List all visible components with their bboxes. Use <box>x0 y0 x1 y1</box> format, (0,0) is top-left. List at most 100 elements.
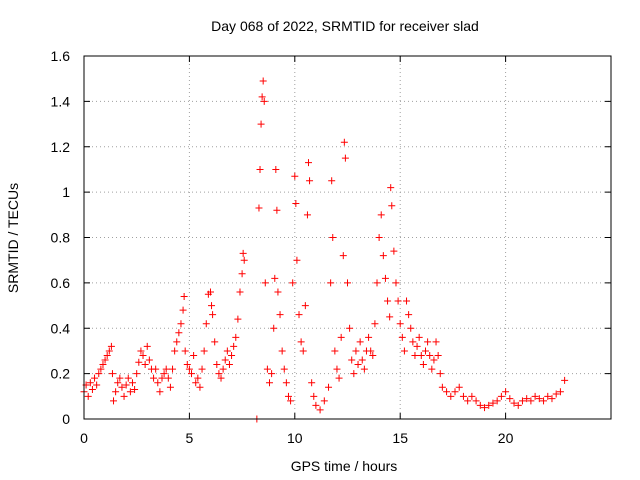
data-point <box>552 390 560 398</box>
data-point <box>411 351 419 359</box>
data-point <box>375 234 383 241</box>
data-point <box>219 365 227 373</box>
data-point <box>340 138 348 146</box>
data-point <box>295 311 303 319</box>
data-point <box>421 347 429 355</box>
data-point <box>95 370 103 378</box>
data-point <box>556 388 564 396</box>
data-point <box>388 202 396 210</box>
data-point <box>308 379 316 387</box>
data-point <box>350 370 358 378</box>
data-point <box>287 397 295 405</box>
x-axis-label: GPS time / hours <box>291 458 398 474</box>
data-point <box>88 386 96 394</box>
data-point <box>485 401 493 409</box>
data-point <box>325 383 333 391</box>
data-point <box>518 397 526 405</box>
data-point <box>266 379 274 387</box>
data-point <box>194 374 202 382</box>
data-point <box>312 401 320 409</box>
data-point <box>356 338 364 346</box>
data-point <box>135 358 143 366</box>
data-point <box>394 297 402 305</box>
data-point <box>447 392 455 400</box>
data-point <box>84 392 92 400</box>
data-point <box>162 365 170 373</box>
data-points <box>80 77 569 423</box>
data-point <box>221 356 229 364</box>
data-point <box>331 347 339 355</box>
data-point <box>116 374 124 382</box>
data-point <box>455 383 463 391</box>
data-point <box>354 361 362 369</box>
data-point <box>128 379 136 387</box>
data-point <box>120 392 128 400</box>
grid-lines <box>84 56 611 419</box>
data-point <box>377 211 385 219</box>
y-tick-label: 1.6 <box>51 48 71 64</box>
data-point <box>261 279 269 287</box>
data-point <box>114 379 122 387</box>
data-point <box>305 159 313 167</box>
y-tick-label: 1.2 <box>51 139 71 155</box>
data-point <box>464 397 472 405</box>
y-tick-label: 0.4 <box>51 320 71 336</box>
x-tick-label: 15 <box>392 430 408 446</box>
data-point <box>139 351 147 359</box>
data-point <box>238 270 246 278</box>
data-point <box>173 338 181 346</box>
data-point <box>561 376 569 384</box>
data-point <box>240 256 248 264</box>
data-point <box>434 351 442 359</box>
data-point <box>527 397 535 405</box>
data-point <box>223 347 231 355</box>
data-point <box>154 379 162 387</box>
data-point <box>258 93 266 101</box>
data-point <box>276 311 284 319</box>
data-point <box>540 397 548 405</box>
data-point <box>373 279 381 287</box>
data-point <box>535 395 543 403</box>
data-point <box>320 397 328 405</box>
data-point <box>387 184 395 192</box>
data-point <box>86 379 94 387</box>
data-point <box>328 177 336 185</box>
data-point <box>436 370 444 378</box>
data-point <box>255 204 263 212</box>
data-point <box>160 370 168 378</box>
data-point <box>257 120 265 128</box>
data-point <box>228 351 236 359</box>
data-point <box>400 347 408 355</box>
y-tick-label: 1.4 <box>51 93 71 109</box>
data-point <box>158 374 166 382</box>
data-point <box>369 351 377 359</box>
data-point <box>358 356 366 364</box>
data-point <box>493 397 501 405</box>
data-point <box>236 288 244 296</box>
data-point <box>531 392 539 400</box>
y-tick-label: 0.8 <box>51 230 71 246</box>
data-point <box>403 297 411 305</box>
y-tick-label: 0.6 <box>51 275 71 291</box>
data-point <box>292 199 300 207</box>
data-point <box>230 342 238 350</box>
data-point <box>145 356 153 364</box>
data-point <box>424 338 432 346</box>
data-point <box>502 388 510 396</box>
data-point <box>183 361 191 369</box>
data-point <box>432 338 440 346</box>
data-point <box>213 361 221 369</box>
data-point <box>278 347 286 355</box>
data-point <box>426 351 434 359</box>
data-point <box>217 374 225 382</box>
data-point <box>428 365 436 373</box>
data-point <box>430 356 438 364</box>
data-point <box>166 383 174 391</box>
data-point <box>175 329 183 337</box>
data-point <box>398 333 406 341</box>
x-tick-label: 0 <box>80 430 88 446</box>
data-point <box>152 365 160 373</box>
data-point <box>198 365 206 373</box>
data-point <box>259 77 267 85</box>
data-point <box>150 374 158 382</box>
